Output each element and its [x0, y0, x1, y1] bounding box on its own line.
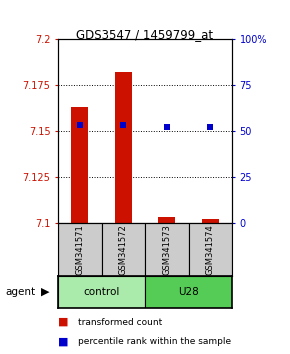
Bar [71, 107, 88, 223]
Bar [58, 276, 145, 308]
Text: GDS3547 / 1459799_at: GDS3547 / 1459799_at [77, 28, 213, 41]
Text: U28: U28 [178, 287, 199, 297]
Text: transformed count: transformed count [78, 318, 163, 327]
Text: ■: ■ [58, 317, 68, 327]
Text: percentile rank within the sample: percentile rank within the sample [78, 337, 231, 346]
Bar [202, 219, 219, 223]
Bar [188, 223, 232, 276]
Bar [102, 223, 145, 276]
Text: ▶: ▶ [41, 287, 49, 297]
Text: GSM341573: GSM341573 [162, 224, 171, 275]
Bar [145, 223, 188, 276]
Bar [158, 217, 175, 223]
Text: ■: ■ [58, 337, 68, 347]
Text: GSM341572: GSM341572 [119, 224, 128, 275]
Bar [58, 223, 102, 276]
Text: GSM341571: GSM341571 [75, 224, 84, 275]
Bar [115, 72, 132, 223]
Bar [145, 276, 232, 308]
Text: control: control [83, 287, 120, 297]
Text: agent: agent [6, 287, 36, 297]
Text: GSM341574: GSM341574 [206, 224, 215, 275]
